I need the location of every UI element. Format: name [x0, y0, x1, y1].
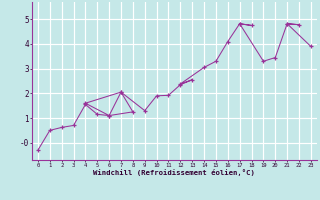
X-axis label: Windchill (Refroidissement éolien,°C): Windchill (Refroidissement éolien,°C) [93, 169, 255, 176]
